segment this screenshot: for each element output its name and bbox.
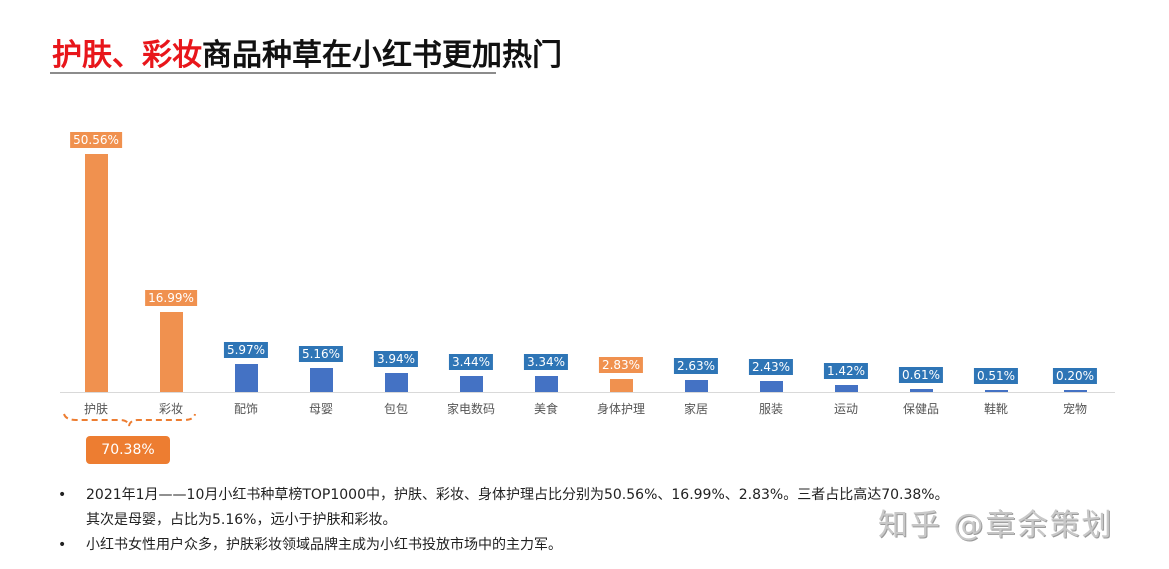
bar-chart: 50.56% 护肤 16.99% 彩妆 5.97% 配饰 5.16% 母婴 3.94% 包包 3.4…	[55, 120, 1115, 420]
bar-group: 50.56% 护肤	[61, 120, 131, 420]
category-label: 保健品	[902, 402, 940, 416]
data-label: 5.97%	[223, 342, 269, 358]
bullet-icon: •	[58, 487, 67, 503]
category-label: 鞋靴	[983, 402, 1009, 416]
bar	[460, 376, 483, 392]
category-label: 母婴	[308, 402, 334, 416]
bar	[535, 376, 558, 392]
x-axis-line	[60, 392, 1115, 393]
bullet-icon: •	[58, 537, 67, 553]
data-label: 2.83%	[598, 357, 644, 373]
bar-group: 2.83% 身体护理	[586, 120, 656, 420]
bar-group: 5.97% 配饰	[211, 120, 281, 420]
title-highlight: 护肤、彩妆	[52, 38, 202, 73]
bar	[835, 385, 858, 392]
data-label: 0.61%	[898, 367, 944, 383]
bar	[235, 364, 258, 392]
category-label: 彩妆	[158, 402, 184, 416]
note-line: 2021年1月——10月小红书种草榜TOP1000中，护肤、彩妆、身体护理占比分…	[86, 487, 949, 503]
bar	[1064, 390, 1087, 392]
note-item: • 小红书女性用户众多，护肤彩妆领域品牌主成为小红书投放市场中的主力军。	[58, 533, 949, 558]
data-label: 5.16%	[298, 346, 344, 362]
data-label: 3.94%	[373, 351, 419, 367]
note-line: 其次是母婴，占比为5.16%，远小于护肤和彩妆。	[86, 512, 397, 528]
category-label: 家居	[683, 402, 709, 416]
data-label: 2.43%	[748, 359, 794, 375]
category-label: 美食	[533, 402, 559, 416]
bar-group: 2.63% 家居	[661, 120, 731, 420]
data-label: 2.63%	[673, 358, 719, 374]
data-label: 16.99%	[145, 290, 197, 306]
category-label: 服装	[758, 402, 784, 416]
category-label: 护肤	[83, 402, 109, 416]
dashed-brace	[63, 413, 196, 427]
note-item: • 2021年1月——10月小红书种草榜TOP1000中，护肤、彩妆、身体护理占…	[58, 483, 949, 533]
bar-group: 16.99% 彩妆	[136, 120, 206, 420]
data-label: 3.44%	[448, 354, 494, 370]
bar	[910, 389, 933, 392]
category-label: 身体护理	[596, 402, 646, 416]
title-rest: 商品种草在小红书更加热门	[202, 38, 562, 73]
total-share-badge: 70.38%	[86, 436, 170, 464]
bar-group: 1.42% 运动	[811, 120, 881, 420]
data-label: 3.34%	[523, 354, 569, 370]
bar	[160, 312, 183, 392]
note-line: 小红书女性用户众多，护肤彩妆领域品牌主成为小红书投放市场中的主力军。	[86, 537, 562, 553]
notes-list: • 2021年1月——10月小红书种草榜TOP1000中，护肤、彩妆、身体护理占…	[58, 483, 949, 558]
bar	[685, 380, 708, 392]
bar-group: 0.61% 保健品	[886, 120, 956, 420]
category-label: 包包	[383, 402, 409, 416]
bar-group: 3.94% 包包	[361, 120, 431, 420]
data-label: 1.42%	[823, 363, 869, 379]
page-title: 护肤、彩妆商品种草在小红书更加热门	[52, 30, 562, 74]
bar-group: 0.51% 鞋靴	[961, 120, 1031, 420]
category-label: 家电数码	[446, 402, 496, 416]
data-label: 0.51%	[973, 368, 1019, 384]
title-underline	[50, 72, 496, 74]
bar-group: 0.20% 宠物	[1040, 120, 1110, 420]
data-label: 0.20%	[1052, 368, 1098, 384]
bar-group: 3.34% 美食	[511, 120, 581, 420]
category-label: 宠物	[1062, 402, 1088, 416]
bar	[760, 381, 783, 392]
bar-group: 5.16% 母婴	[286, 120, 356, 420]
bar	[385, 373, 408, 392]
bar-group: 2.43% 服装	[736, 120, 806, 420]
category-label: 配饰	[233, 402, 259, 416]
watermark: 知乎 @章余策划	[878, 508, 1114, 543]
bar	[85, 154, 108, 392]
bar	[310, 368, 333, 392]
bar-group: 3.44% 家电数码	[436, 120, 506, 420]
bar	[610, 379, 633, 392]
bar	[985, 390, 1008, 392]
data-label: 50.56%	[70, 132, 122, 148]
category-label: 运动	[833, 402, 859, 416]
